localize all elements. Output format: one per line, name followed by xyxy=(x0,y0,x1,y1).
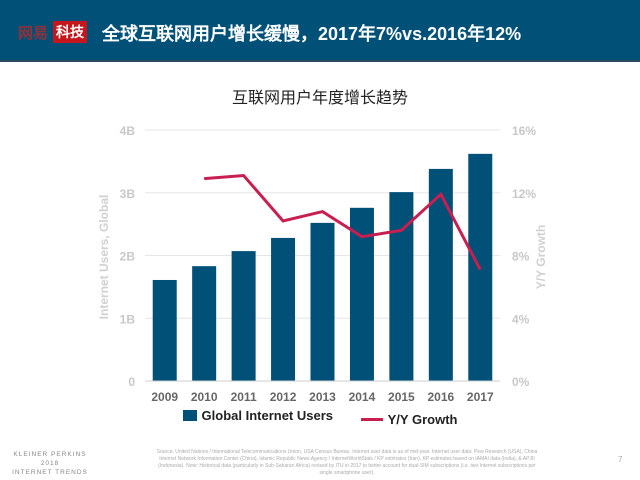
x-tick-label: 2009 xyxy=(151,390,178,404)
source-note: Source: United Nations / International T… xyxy=(156,449,538,476)
y-tick-label: 2B xyxy=(120,250,136,264)
bar xyxy=(389,192,414,381)
brand-line: KLEINER PERKINS xyxy=(13,451,87,458)
x-tick-label: 2014 xyxy=(349,390,376,404)
legend-swatch-bar xyxy=(182,410,197,421)
legend-item-growth: Y/Y Growth xyxy=(360,412,458,427)
y-tick-label: 0 xyxy=(128,375,135,389)
x-tick-label: 2017 xyxy=(467,390,494,404)
bar xyxy=(310,222,335,381)
x-tick-label: 2011 xyxy=(231,390,257,404)
growth-line xyxy=(204,173,482,271)
page-number: 7 xyxy=(618,455,623,464)
header-bar: 网易 科技 全球互联网用户增长缓慢，2017年7%vs.2016年12% xyxy=(0,0,640,62)
legend: Global Internet Users Y/Y Growth xyxy=(0,408,640,427)
bar xyxy=(231,251,256,381)
brand-line: INTERNET TRENDS xyxy=(12,469,88,476)
y2-tick-label: 16% xyxy=(512,124,536,138)
legend-swatch-line xyxy=(360,418,383,421)
bar xyxy=(152,279,177,381)
logo-netease: 网易 xyxy=(18,25,49,42)
x-tick-label: 2012 xyxy=(270,390,297,404)
x-tick-label: 2015 xyxy=(388,390,415,404)
bar xyxy=(192,266,217,381)
logo-tech: 科技 xyxy=(53,21,87,43)
x-tick-label: 2016 xyxy=(427,390,454,404)
chart-title: 互联网用户年度增长趋势 xyxy=(232,89,408,107)
bar xyxy=(349,207,374,381)
y-axis-label: Internet Users, Global xyxy=(97,195,111,320)
x-tick-label: 2013 xyxy=(309,390,336,404)
bar xyxy=(428,168,453,381)
y2-axis-label: Y/Y Growth xyxy=(534,225,548,289)
legend-label: Global Internet Users xyxy=(201,408,334,423)
y-tick-label: 1B xyxy=(120,312,136,326)
y2-tick-label: 0% xyxy=(512,375,530,389)
slide-title: 全球互联网用户增长缓慢，2017年7%vs.2016年12% xyxy=(102,24,522,44)
y2-tick-label: 8% xyxy=(512,250,530,264)
y-tick-label: 4B xyxy=(120,124,136,138)
legend-label: Y/Y Growth xyxy=(387,412,458,427)
y2-tick-label: 4% xyxy=(512,312,530,326)
brand-line: 2018 xyxy=(40,460,60,467)
y2-tick-label: 12% xyxy=(512,187,536,201)
y-tick-label: 3B xyxy=(120,187,136,201)
x-tick-label: 2010 xyxy=(191,390,218,404)
legend-item-users: Global Internet Users xyxy=(182,408,334,423)
bar xyxy=(271,237,296,381)
kp-brand: KLEINER PERKINS 2018 INTERNET TRENDS xyxy=(6,450,94,477)
